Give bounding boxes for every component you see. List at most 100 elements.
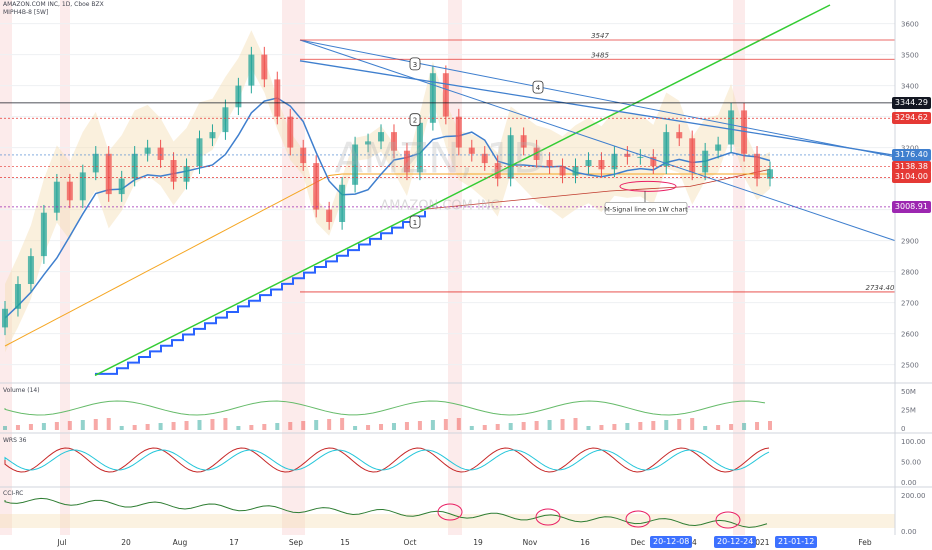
candle-body: [235, 85, 242, 108]
volume-bar: [145, 424, 150, 430]
volume-bar: [132, 425, 137, 430]
candle-body: [403, 150, 410, 173]
volume-bar: [15, 425, 20, 430]
candle-body: [144, 147, 151, 154]
candle-body: [209, 132, 216, 139]
symbol-title: AMAZON.COM INC, 1D, Cboe BZX: [3, 1, 104, 8]
x-tick-label: Feb: [858, 538, 872, 547]
volume-bar: [275, 423, 280, 430]
candle-body: [624, 153, 631, 157]
candle-body: [326, 209, 333, 222]
volume-bar: [262, 424, 267, 430]
candle-body: [14, 284, 21, 309]
volume-bar: [638, 422, 643, 430]
price-tag: 3104.00: [891, 171, 931, 184]
volume-bar: [677, 419, 682, 430]
volume-bar: [223, 418, 228, 430]
candle-body: [339, 184, 346, 222]
price-tag: 3008.91: [891, 200, 931, 213]
cci-highlight: [437, 503, 463, 521]
annotation-marker: [409, 57, 421, 71]
x-tick-label: Aug: [173, 538, 188, 547]
volume-bar: [236, 426, 241, 430]
volume-bar: [417, 421, 422, 430]
candle-body: [650, 156, 657, 167]
short-ma-line: [4, 97, 771, 319]
volume-bar: [742, 423, 747, 430]
candle-body: [494, 163, 501, 179]
volume-bar: [106, 418, 111, 430]
date-tag: 20-12-08: [650, 536, 693, 548]
volume-bar: [197, 420, 202, 430]
m-signal-stair: [95, 210, 426, 375]
price-tag: 3344.29: [891, 96, 931, 109]
x-tick-label: Dec: [631, 538, 646, 547]
y-tick-label: 2800: [901, 269, 919, 277]
watermark-ticker: AMZN, 1D: [335, 133, 546, 182]
event-band: [282, 0, 305, 535]
candle-body: [105, 153, 112, 195]
pane-y-label: 200.00: [901, 492, 926, 500]
x-tick-label: 2021: [750, 538, 769, 547]
volume-bar: [249, 425, 254, 430]
pane-y-label: 50.00: [901, 459, 921, 467]
volume-oscillator: [4, 400, 766, 416]
cci-pane-title: CCI-RC: [3, 490, 24, 497]
candle-body: [507, 135, 514, 179]
x-tick-label: Jul: [56, 538, 66, 547]
trendline-middle: [299, 60, 896, 156]
candle-body: [261, 54, 268, 80]
candle-body: [429, 73, 436, 123]
candle-body: [611, 153, 618, 170]
level-label: 3547: [591, 32, 609, 40]
candle-body: [118, 178, 125, 195]
pane-y-label: 0: [901, 425, 905, 433]
volume-bar: [443, 419, 448, 430]
volume-bar: [768, 421, 772, 430]
volume-bar: [171, 422, 176, 430]
volume-bar: [456, 418, 461, 430]
candle-body: [468, 147, 475, 154]
level-label: 2734.40: [866, 284, 895, 292]
candle-body: [131, 153, 138, 179]
volume-bar: [301, 421, 306, 430]
volume-bar: [28, 424, 33, 430]
volume-bar: [327, 419, 332, 430]
long-ma-line: [4, 173, 770, 347]
x-tick-label: 15: [340, 538, 350, 547]
candle-body: [222, 107, 229, 133]
candle-body: [676, 132, 683, 139]
candle-body: [27, 256, 34, 284]
pane-y-label: 0.00: [901, 479, 917, 487]
highlight-bands: [0, 0, 745, 535]
volume-bar: [625, 423, 630, 430]
volume-bar: [288, 422, 293, 430]
wr-fast-line: [4, 447, 770, 473]
cci-zone: [0, 514, 895, 528]
volume-bar: [80, 420, 85, 430]
y-tick-label: 3400: [901, 83, 919, 91]
volume-bar: [119, 426, 124, 430]
pane-y-label: 25M: [901, 407, 916, 415]
volume-bar: [93, 419, 98, 430]
volume-bar: [755, 422, 760, 430]
annotation-marker: [409, 113, 421, 127]
indicator-panes: 50M 25M 0 100.00 50.00 0.00 200.00 0.00: [0, 382, 932, 536]
volume-bar: [54, 422, 59, 430]
candle-body: [378, 132, 385, 142]
candle-body: [40, 212, 47, 257]
candle-body: [92, 153, 99, 173]
price-tag: 3294.62: [891, 112, 931, 125]
candle-body: [741, 110, 748, 154]
wr-pane-title: WRS 36: [3, 437, 27, 444]
candle-body: [390, 132, 397, 151]
candle-body: [598, 160, 605, 170]
cci-highlight: [625, 510, 651, 528]
green-trendline: [94, 4, 831, 377]
volume-bar: [482, 425, 487, 430]
m-signal-line: [419, 168, 771, 210]
candle-body: [533, 147, 540, 160]
callout-ellipse: [619, 180, 677, 192]
volume-bar: [41, 423, 46, 430]
